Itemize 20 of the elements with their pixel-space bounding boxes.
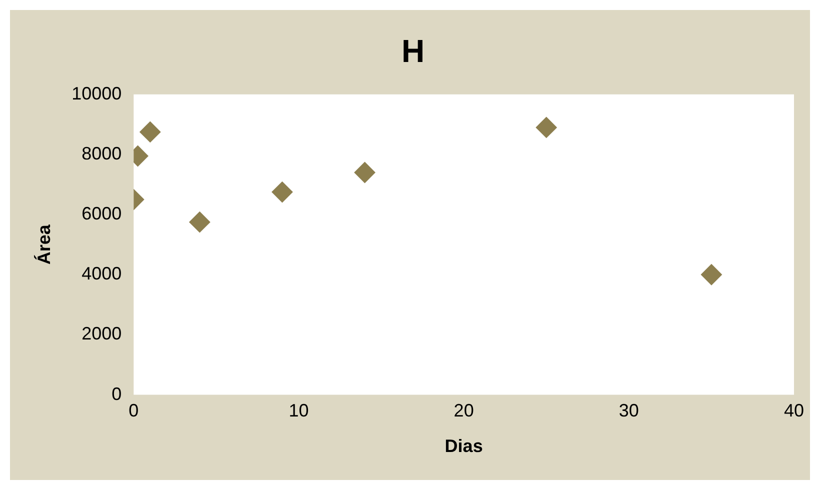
y-tick-label: 0 (112, 384, 122, 404)
y-tick-label: 4000 (82, 264, 122, 284)
x-tick-label: 20 (454, 400, 474, 421)
x-tick-label: 0 (128, 400, 139, 421)
y-tick-label: 6000 (82, 204, 122, 224)
point (536, 116, 557, 138)
chart-title: H (401, 33, 425, 70)
y-tick-label: 8000 (82, 143, 122, 164)
point (189, 212, 210, 233)
x-tick-label: 30 (618, 400, 639, 421)
point (354, 162, 376, 184)
y-axis-title: Área (34, 224, 54, 265)
y-tick-label: 2000 (82, 324, 122, 344)
point (700, 264, 722, 286)
point (272, 182, 293, 203)
y-tick-label: 10000 (72, 83, 122, 104)
point (140, 121, 161, 142)
x-tick-label: 40 (784, 400, 804, 421)
x-tick-label: 10 (288, 400, 309, 421)
x-axis-title: Dias (444, 436, 483, 456)
